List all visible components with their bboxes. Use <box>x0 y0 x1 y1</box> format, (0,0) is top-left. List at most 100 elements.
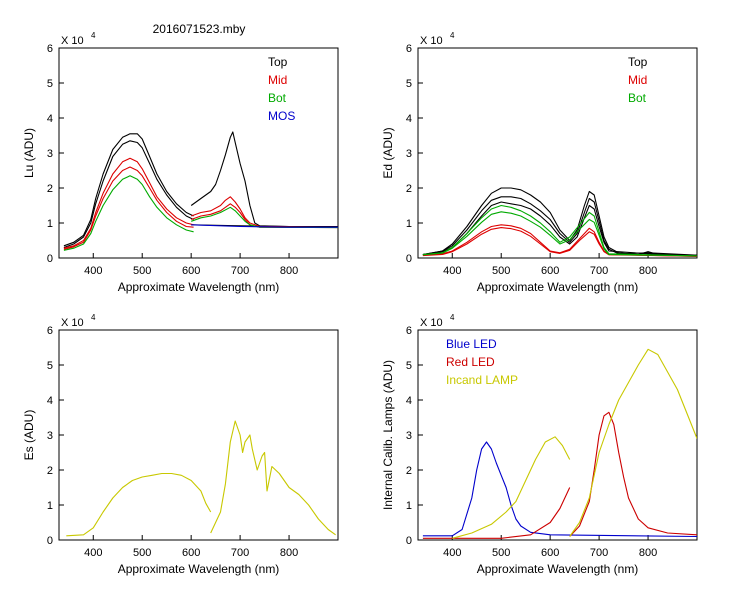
y-tick-label: 2 <box>406 183 412 195</box>
y-tick-label: 6 <box>406 325 412 337</box>
series-line-top-2 <box>422 196 697 256</box>
y-axis-label: Internal Calib. Lamps (ADU) <box>381 360 395 510</box>
x-tick-label: 800 <box>639 547 657 559</box>
figure-title: 2016071523.mby <box>153 22 246 36</box>
series-group <box>66 420 336 537</box>
y-tick-label: 2 <box>406 465 412 477</box>
x-tick-label: 500 <box>492 547 510 559</box>
series-line-mid-2 <box>422 227 697 257</box>
scale-exponent: 4 <box>91 31 96 40</box>
y-tick-label: 3 <box>406 148 412 160</box>
series-line-incand-lamp <box>569 348 697 537</box>
y-tick-label: 6 <box>47 43 53 55</box>
legend-entry-top: Top <box>268 55 288 69</box>
legend-entry-mid: Mid <box>268 73 287 87</box>
y-tick-label: 3 <box>406 430 412 442</box>
y-tick-label: 4 <box>47 395 53 407</box>
x-tick-label: 600 <box>541 265 559 277</box>
series-line-es <box>66 472 212 537</box>
x-axis-label: Approximate Wavelength (nm) <box>118 562 280 576</box>
series-line-mid-2 <box>191 203 338 229</box>
x-axis-label: Approximate Wavelength (nm) <box>477 280 639 294</box>
y-axis-label: Ed (ADU) <box>381 127 395 178</box>
x-tick-label: 600 <box>541 547 559 559</box>
series-line-mid <box>191 196 338 228</box>
series-line-red-led <box>422 487 571 539</box>
y-tick-label: 2 <box>47 183 53 195</box>
x-tick-label: 500 <box>492 265 510 277</box>
scale-exponent: 4 <box>450 313 455 322</box>
y-tick-label: 0 <box>47 535 53 547</box>
x-tick-label: 400 <box>84 547 102 559</box>
x-tick-label: 700 <box>590 547 608 559</box>
scale-factor-label: X 10 <box>61 317 84 329</box>
x-tick-label: 500 <box>133 547 151 559</box>
y-tick-label: 5 <box>406 78 412 90</box>
x-tick-label: 700 <box>231 547 249 559</box>
scale-factor-label: X 10 <box>61 35 84 47</box>
series-line-top-3 <box>422 201 697 257</box>
y-tick-label: 0 <box>47 253 53 265</box>
series-line-bot <box>63 175 194 251</box>
y-tick-label: 0 <box>406 253 412 265</box>
legend-entry-red-led: Red LED <box>446 355 495 369</box>
scale-factor-label: X 10 <box>420 317 443 329</box>
y-tick-label: 1 <box>47 500 53 512</box>
y-tick-label: 2 <box>47 465 53 477</box>
y-axis-label: Lu (ADU) <box>22 128 36 178</box>
series-line-blue-led <box>422 441 697 538</box>
series-line-bot-2 <box>422 211 697 257</box>
y-tick-label: 1 <box>406 218 412 230</box>
scale-exponent: 4 <box>91 313 96 322</box>
x-axis-label: Approximate Wavelength (nm) <box>118 280 280 294</box>
x-tick-label: 800 <box>280 547 298 559</box>
y-tick-label: 6 <box>406 43 412 55</box>
series-group <box>422 187 697 257</box>
x-tick-label: 400 <box>443 265 461 277</box>
series-line-red-led <box>569 411 697 537</box>
y-axis-label: Es (ADU) <box>22 410 36 461</box>
series-line-mid-2 <box>63 166 194 250</box>
y-tick-label: 6 <box>47 325 53 337</box>
legend-entry-mos: MOS <box>268 109 295 123</box>
legend-entry-blue-led: Blue LED <box>446 337 497 351</box>
series-line-bot <box>422 204 697 257</box>
chart-ed: 400 500 600 700 800 0 1 2 3 4 5 6 X 10 4 Approximate W… <box>381 31 698 294</box>
y-tick-label: 1 <box>47 218 53 230</box>
y-tick-label: 1 <box>406 500 412 512</box>
x-tick-label: 600 <box>182 265 200 277</box>
series-line-top <box>190 131 338 228</box>
x-tick-label: 700 <box>231 265 249 277</box>
series-line-mid <box>422 224 697 257</box>
x-tick-label: 800 <box>280 265 298 277</box>
series-line-top-2 <box>63 140 194 249</box>
x-tick-label: 400 <box>84 265 102 277</box>
plot-frame <box>58 329 339 541</box>
series-line-incand-lamp <box>452 436 571 539</box>
legend-entry-bot: Bot <box>268 91 287 105</box>
legend-entry-top: Top <box>628 55 648 69</box>
chart-lu: 400 500 600 700 800 0 1 2 3 4 5 6 X 10 4 Approximate W… <box>22 31 339 294</box>
series-line-top <box>63 133 194 247</box>
legend-entry-bot: Bot <box>628 91 647 105</box>
y-tick-label: 4 <box>47 113 53 125</box>
x-tick-label: 500 <box>133 265 151 277</box>
y-tick-label: 3 <box>47 430 53 442</box>
y-tick-label: 5 <box>47 78 53 90</box>
series-group <box>422 348 697 539</box>
series-line-es <box>210 420 336 536</box>
chart-es: 400 500 600 700 800 0 1 2 3 4 5 6 X 10 4 Approximate W… <box>22 313 339 576</box>
x-tick-label: 800 <box>639 265 657 277</box>
scale-exponent: 4 <box>450 31 455 40</box>
y-tick-label: 5 <box>47 360 53 372</box>
x-tick-label: 400 <box>443 547 461 559</box>
series-line-bot <box>191 206 338 229</box>
series-line-mos <box>191 224 338 228</box>
series-line-mid <box>63 157 194 249</box>
y-tick-label: 5 <box>406 360 412 372</box>
x-tick-label: 700 <box>590 265 608 277</box>
scale-factor-label: X 10 <box>420 35 443 47</box>
y-tick-label: 4 <box>406 113 412 125</box>
